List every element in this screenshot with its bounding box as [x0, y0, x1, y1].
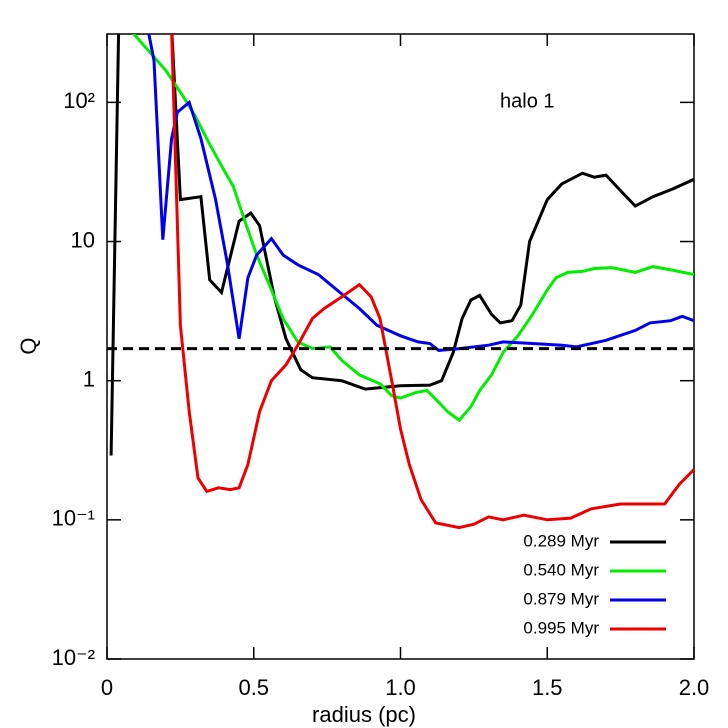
series-line: [170, 34, 694, 530]
y-tick-label: 10⁻¹: [52, 506, 95, 531]
y-tick-label: 10²: [63, 88, 95, 113]
y-tick-label: 10: [71, 227, 95, 252]
plot-area: [107, 34, 694, 530]
legend-label: 0.540 Myr: [523, 560, 599, 579]
x-tick-label: 1.0: [385, 675, 416, 700]
legend-label: 0.879 Myr: [523, 589, 599, 608]
x-axis-label: radius (pc): [312, 702, 416, 727]
plot-frame: [106, 33, 695, 660]
legend-label: 0.289 Myr: [523, 531, 599, 550]
annotation: halo 1: [500, 90, 555, 112]
y-axis-label: Q: [16, 337, 41, 354]
x-tick-label: 1.5: [532, 675, 563, 700]
legend-label: 0.995 Myr: [523, 618, 599, 637]
y-tick-label: 10⁻²: [52, 645, 95, 670]
series-line: [109, 34, 694, 456]
x-tick-label: 0.5: [238, 675, 269, 700]
series-line: [147, 34, 694, 352]
x-tick-label: 0: [101, 675, 113, 700]
series-line: [131, 34, 694, 423]
y-tick-label: 1: [83, 367, 95, 392]
x-tick-label: 2.0: [679, 675, 710, 700]
